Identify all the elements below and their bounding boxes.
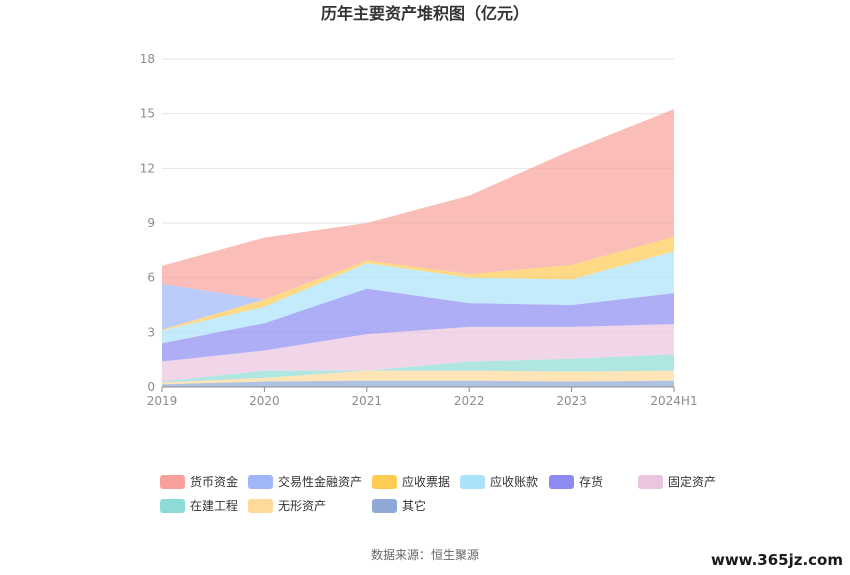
y-tick-label: 15 (140, 107, 155, 121)
legend-label: 在建工程 (190, 498, 238, 513)
area-其它 (162, 380, 674, 387)
watermark: www.365jz.com (711, 551, 843, 569)
data-source: 数据来源：恒生聚源 (371, 547, 479, 562)
legend-label: 交易性金融资产 (278, 474, 362, 489)
axes: 0 3 6 9 12 15 18 2019 2020 2021 2022 2023 2024H1 (140, 52, 698, 408)
legend-label: 应收票据 (402, 474, 450, 489)
x-tick-label: 2023 (556, 394, 587, 408)
chart-title: 历年主要资产堆积图（亿元） (321, 4, 529, 23)
y-tick-label: 0 (147, 380, 155, 394)
y-tick-label: 6 (147, 271, 155, 285)
legend-swatch (372, 475, 397, 489)
x-tick-label: 2020 (249, 394, 280, 408)
area-存货 (162, 288, 674, 362)
legend-swatch (638, 475, 663, 489)
x-tick-label: 2021 (352, 394, 383, 408)
legend-label: 货币资金 (190, 474, 238, 489)
area-在建工程 (162, 354, 674, 383)
y-tick-label: 18 (140, 52, 155, 66)
area-货币资金 (162, 109, 674, 300)
area-series (162, 109, 674, 387)
x-tick-label: 2022 (454, 394, 485, 408)
legend-swatch (372, 499, 397, 513)
x-tick-label: 2019 (147, 394, 178, 408)
y-tick-label: 9 (147, 216, 155, 230)
legend-swatch (549, 475, 574, 489)
legend-swatch (160, 475, 185, 489)
area-无形资产 (162, 370, 674, 385)
area-应收账款 (162, 251, 674, 344)
legend-swatch (248, 475, 273, 489)
legend-label: 存货 (579, 474, 603, 489)
x-tick-label: 2024H1 (650, 394, 697, 408)
legend-swatch (248, 499, 273, 513)
legend-swatch (460, 475, 485, 489)
legend-label: 其它 (402, 498, 426, 513)
legend-swatch (160, 499, 185, 513)
legend-label: 应收账款 (490, 474, 538, 489)
legend-label: 无形资产 (278, 499, 326, 513)
legend-label: 固定资产 (668, 474, 716, 489)
y-tick-label: 12 (140, 161, 155, 175)
area-固定资产 (162, 324, 674, 382)
y-tick-label: 3 (147, 325, 155, 339)
